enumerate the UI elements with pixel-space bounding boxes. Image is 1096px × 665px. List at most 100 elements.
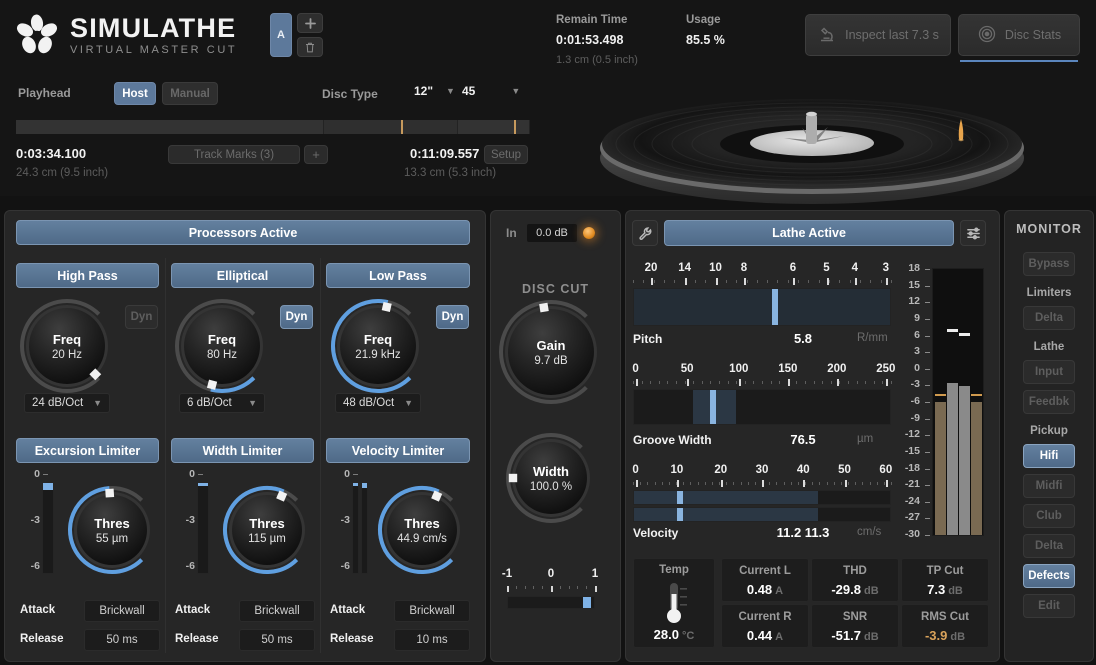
monitor-button-bypass[interactable]: Bypass: [1023, 252, 1075, 276]
track-thumb[interactable]: [677, 491, 684, 504]
limiter-2-meter-bar: [352, 482, 359, 574]
inspect-button[interactable]: Inspect last 7.3 s: [805, 14, 951, 56]
playhead-mode-host[interactable]: Host: [114, 82, 156, 105]
monitor-title: MONITOR: [1016, 222, 1082, 236]
monitor-button-delta[interactable]: Delta: [1023, 534, 1075, 558]
disc-cut-gain-knob[interactable]: Gain 9.7 dB: [496, 297, 606, 407]
filter-2-slope-select[interactable]: 48 dB/Oct ▼: [335, 393, 421, 413]
balance-slider[interactable]: [507, 596, 595, 609]
limiter-1-scale-label: -3: [185, 514, 195, 526]
tick-minor: [650, 381, 652, 384]
lathe-velocity-track-1[interactable]: [633, 507, 891, 522]
tick-minor: [668, 482, 670, 485]
stat-cell-temp: Temp 28.0 °C: [633, 558, 715, 648]
filter-0-dyn-button[interactable]: Dyn: [125, 305, 158, 329]
lathe-0-track[interactable]: [633, 288, 891, 326]
track-thumb[interactable]: [771, 289, 778, 325]
track-thumb[interactable]: [710, 390, 717, 424]
limiter-header-width[interactable]: Width Limiter: [171, 438, 314, 463]
timeline-bar[interactable]: [16, 120, 530, 134]
preset-slot-a[interactable]: A: [270, 13, 292, 57]
tick-minor: [860, 280, 862, 283]
limiter-0-thres-knob[interactable]: Thres 55 µm: [65, 483, 159, 577]
input-gain-field[interactable]: 0.0 dB: [526, 223, 578, 243]
stat-number: -29.8: [831, 582, 861, 597]
monitor-button-input[interactable]: Input: [1023, 360, 1075, 384]
meter-fill: [198, 483, 208, 486]
filter-1-dyn-button[interactable]: Dyn: [280, 305, 313, 329]
lathe-1-track[interactable]: [633, 389, 891, 425]
stat-value: 0.44 A: [722, 628, 808, 643]
filter-1-slope-select[interactable]: 6 dB/Oct ▼: [179, 393, 265, 413]
filter-2-freq-knob[interactable]: Freq 21.9 kHz: [328, 296, 428, 396]
track-thumb[interactable]: [677, 508, 684, 521]
limiter-2-scale-label: 0: [344, 468, 350, 480]
monitor-button-edit[interactable]: Edit: [1023, 594, 1075, 618]
vu-scale-dash: [925, 335, 930, 337]
disc-stats-button[interactable]: Disc Stats: [958, 14, 1080, 56]
monitor-button-defects[interactable]: Defects: [1023, 564, 1075, 588]
limiter-1-release-value[interactable]: 50 ms: [239, 629, 315, 651]
lathe-0-ticks: [633, 278, 892, 285]
limiter-1-attack-value[interactable]: Brickwall: [239, 600, 315, 622]
disc-size-dropdown[interactable]: 12" ▼: [414, 84, 455, 98]
filter-0-slope-select[interactable]: 24 dB/Oct ▼: [24, 393, 110, 413]
limiter-header-excursion[interactable]: Excursion Limiter: [16, 438, 159, 463]
filter-2-dyn-button[interactable]: Dyn: [436, 305, 469, 329]
tick-minor: [725, 280, 727, 283]
tick-minor: [787, 280, 789, 283]
lathe-active-button[interactable]: Lathe Active: [664, 220, 954, 246]
limiter-2-attack-value[interactable]: Brickwall: [394, 600, 470, 622]
trash-icon[interactable]: [297, 37, 323, 57]
balance-thumb[interactable]: [583, 597, 592, 608]
tick: [568, 586, 570, 589]
tick-minor: [653, 280, 655, 283]
plus-icon[interactable]: [297, 13, 323, 33]
lathe-velocity-track-0[interactable]: [633, 490, 891, 505]
tick-minor: [880, 280, 882, 283]
filter-1-freq-knob[interactable]: Freq 80 Hz: [172, 296, 272, 396]
filter-header-elliptical[interactable]: Elliptical: [171, 263, 314, 288]
lathe-sliders-button[interactable]: [960, 220, 986, 246]
filter-0-slope-value: 24 dB/Oct: [32, 397, 84, 409]
limiter-0-release-value[interactable]: 50 ms: [84, 629, 160, 651]
wrench-icon: [638, 226, 651, 240]
tick-major: [803, 480, 806, 487]
setup-button[interactable]: Setup: [484, 145, 528, 164]
limiter-2-release-value[interactable]: 10 ms: [394, 629, 470, 651]
disc-icon: [977, 24, 997, 47]
disc-cut-width-knob[interactable]: Width 100.0 %: [503, 430, 599, 526]
disc-speed-dropdown[interactable]: 45 ▼: [462, 84, 520, 98]
track-marks-button[interactable]: Track Marks (3): [168, 145, 300, 164]
monitor-button-hifi[interactable]: Hifi: [1023, 444, 1075, 468]
limiter-0-attack-value[interactable]: Brickwall: [84, 600, 160, 622]
limiter-1-thres-knob[interactable]: Thres 115 µm: [220, 483, 314, 577]
stat-number: -3.9: [924, 628, 948, 643]
filter-0-freq-knob[interactable]: Freq 20 Hz: [17, 296, 117, 396]
vu-scale-label: -21: [904, 478, 920, 491]
thermometer-icon: [634, 579, 714, 627]
track-mark[interactable]: [400, 120, 403, 134]
tick-minor: [736, 381, 738, 384]
lathe-wrench-button[interactable]: [632, 220, 658, 246]
track-marks-add-button[interactable]: +: [304, 145, 328, 164]
playhead-mode-manual[interactable]: Manual: [162, 82, 218, 105]
usage-label: Usage: [686, 14, 721, 26]
stat-cell-current-r: Current R 0.44 A: [721, 604, 809, 648]
processors-active-button[interactable]: Processors Active: [16, 220, 470, 245]
monitor-button-midfi[interactable]: Midfi: [1023, 474, 1075, 498]
tick: [43, 474, 48, 475]
panel-divider: [320, 258, 321, 653]
monitor-button-feedbk[interactable]: Feedbk: [1023, 390, 1075, 414]
monitor-button-delta[interactable]: Delta: [1023, 306, 1075, 330]
monitor-button-club[interactable]: Club: [1023, 504, 1075, 528]
stat-title: THD: [843, 565, 867, 577]
limiter-2-thres-knob[interactable]: Thres 44.9 cm/s: [375, 483, 469, 577]
limiter-header-velocity[interactable]: Velocity Limiter: [326, 438, 470, 463]
tick-minor: [640, 482, 642, 485]
filter-header-low-pass[interactable]: Low Pass: [326, 263, 470, 288]
filter-header-high-pass[interactable]: High Pass: [16, 263, 159, 288]
tick-minor: [641, 381, 643, 384]
track-mark[interactable]: [513, 120, 516, 134]
monitor-group-label-limiters: Limiters: [1026, 287, 1072, 299]
